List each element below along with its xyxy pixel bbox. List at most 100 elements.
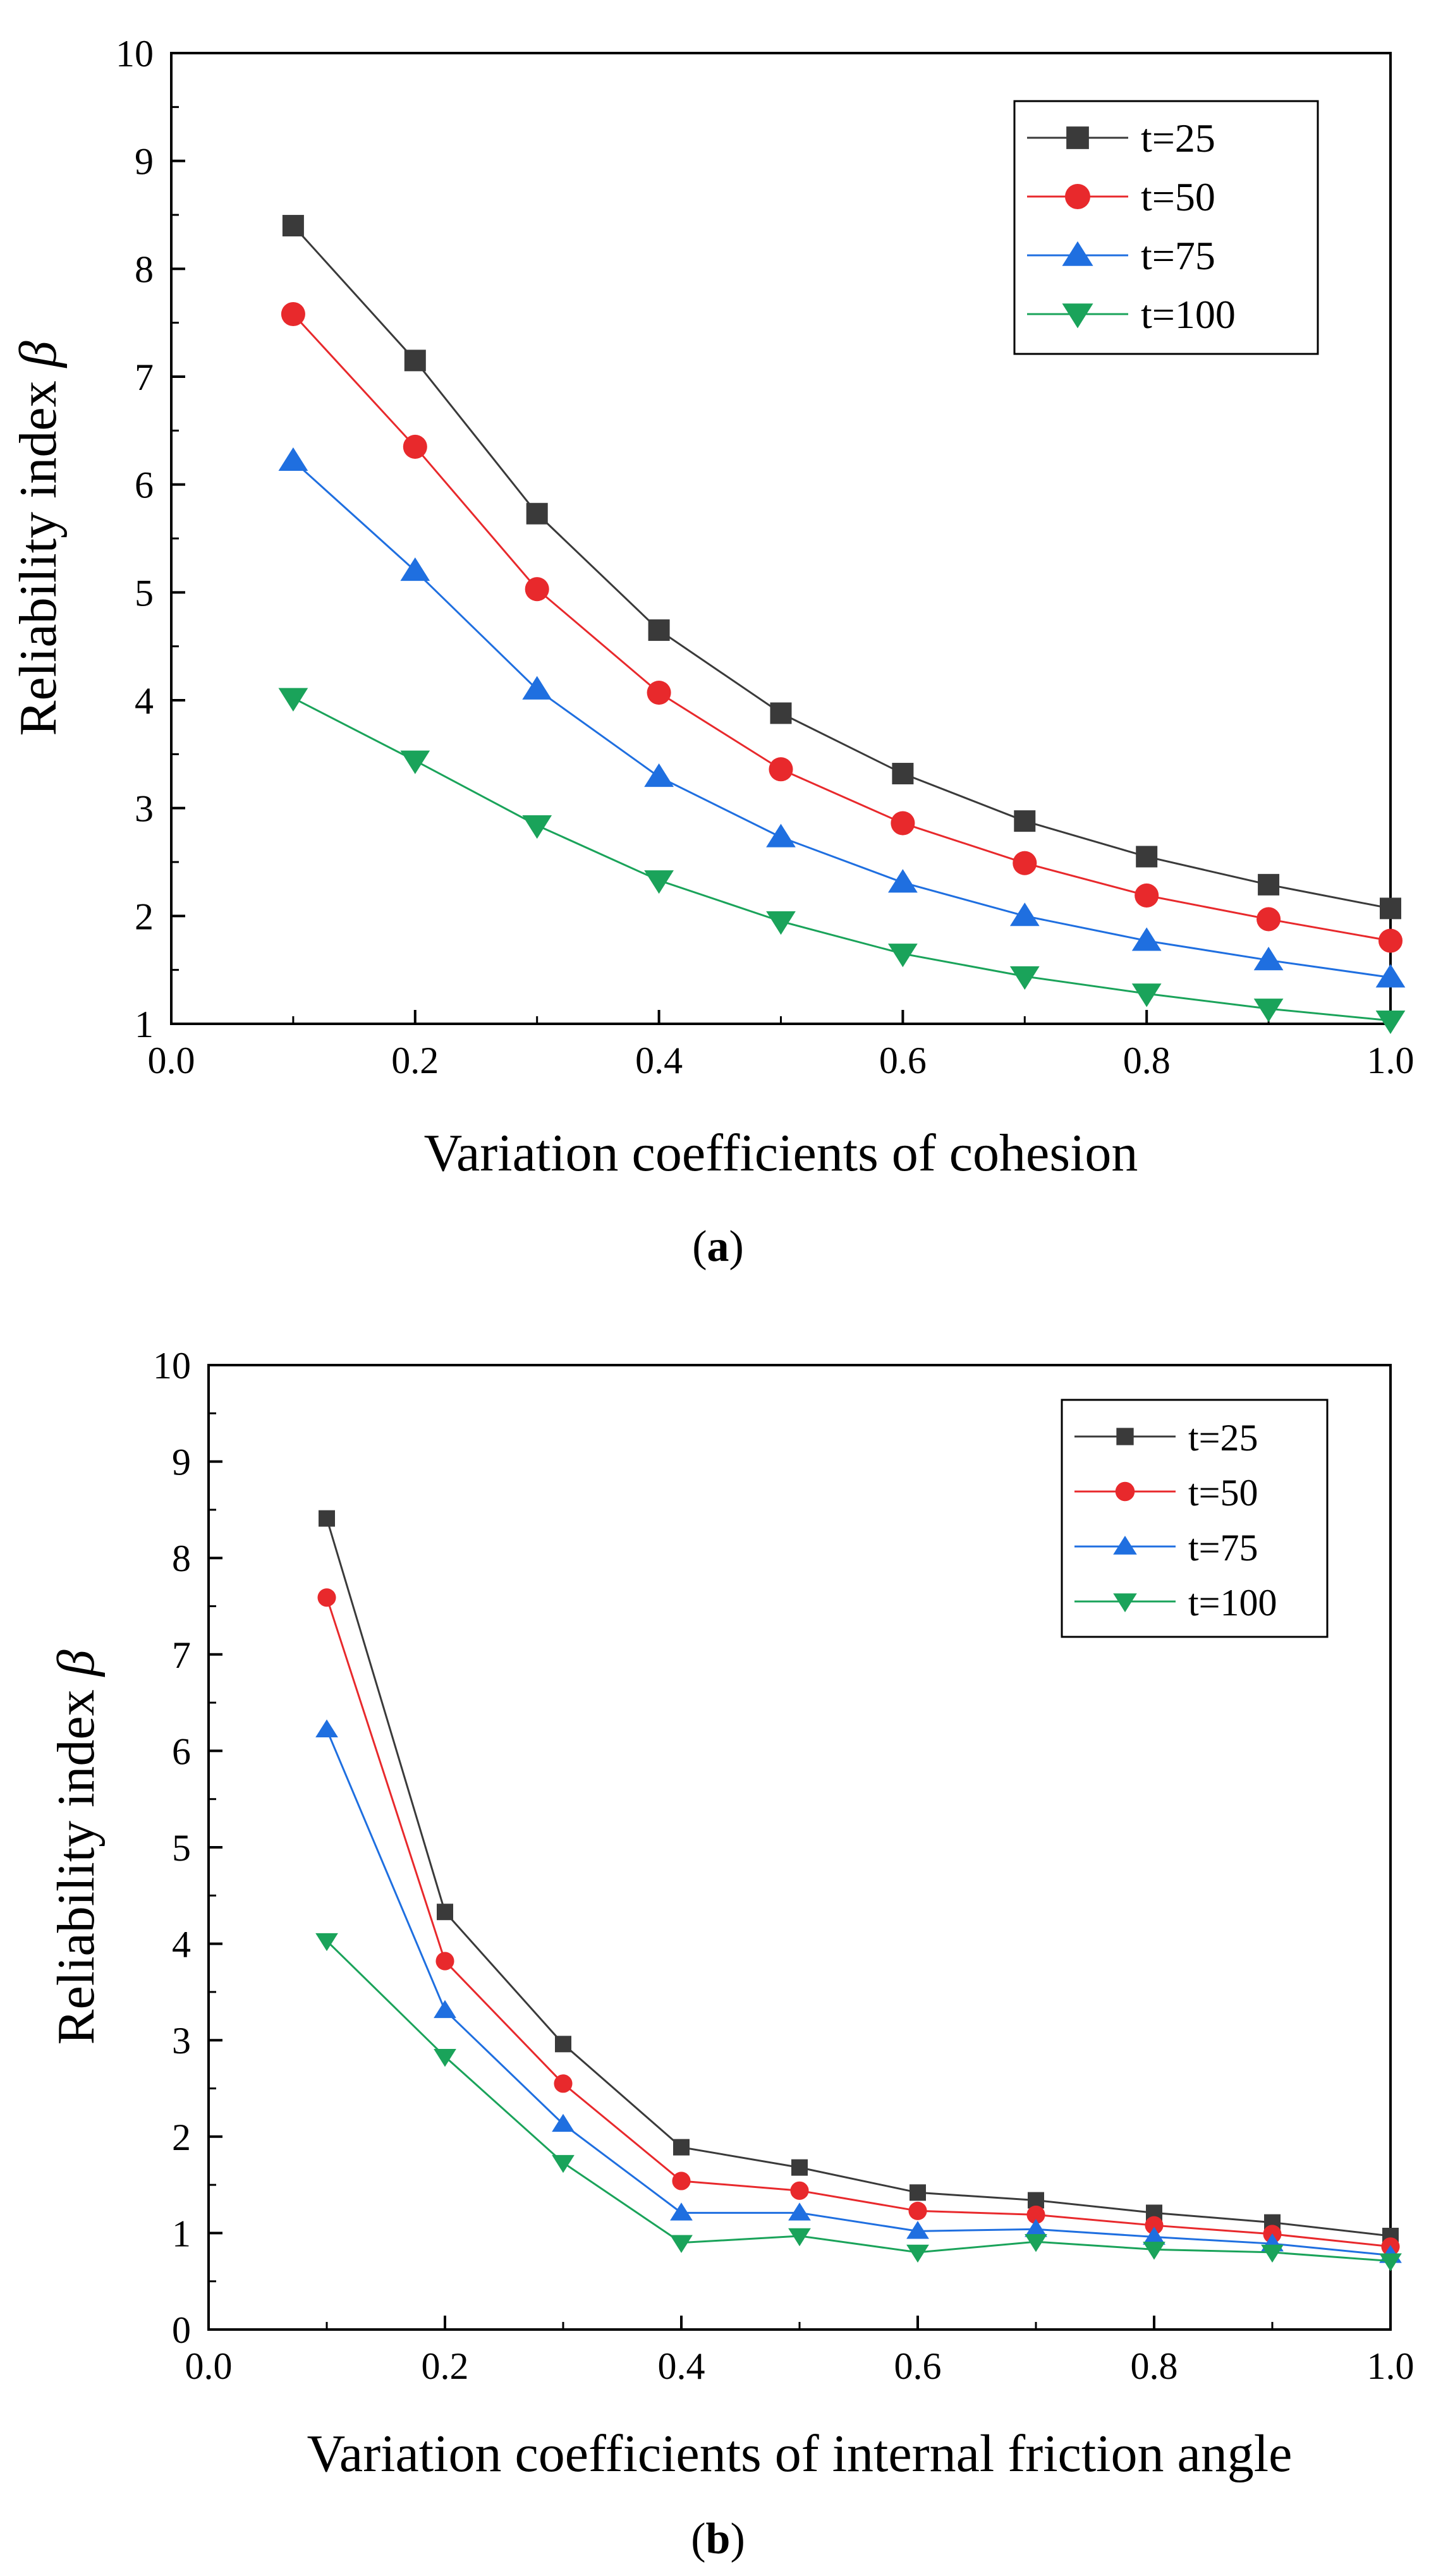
x-tick-label-b: 0.6 <box>894 2345 942 2387</box>
legend-label-t=100: t=100 <box>1188 1582 1277 1624</box>
data-point-t=50 <box>1013 851 1037 875</box>
y-axis-label-a: Reliability index β <box>9 341 68 736</box>
y-tick-label-b: 1 <box>172 2213 191 2254</box>
series-line-t=25 <box>292 225 1391 909</box>
data-point-t=75 <box>1131 927 1162 951</box>
y-tick-label-b: 4 <box>172 1924 191 1965</box>
data-point-t=75 <box>788 2202 811 2221</box>
series-line-t=50 <box>326 1597 1391 2248</box>
y-tick-label-a: 7 <box>135 356 154 398</box>
data-point-t=75 <box>1375 964 1406 988</box>
legend-marker-t=25 <box>1116 1428 1134 1445</box>
x-tick-label-a: 0.0 <box>148 1040 195 1081</box>
series-line-t=100 <box>326 1940 1391 2263</box>
y-tick-label-b: 3 <box>172 2020 191 2062</box>
y-tick-label-a: 1 <box>135 1004 154 1045</box>
data-point-t=75 <box>670 2202 693 2221</box>
y-tick-label-a: 10 <box>116 33 154 75</box>
data-point-t=100 <box>522 815 552 839</box>
data-point-t=50 <box>435 1952 454 1971</box>
data-point-t=75 <box>644 763 674 787</box>
data-point-t=100 <box>1253 999 1284 1023</box>
x-tick-label-b: 0.2 <box>422 2345 469 2387</box>
data-point-t=25 <box>1380 897 1401 920</box>
x-tick-label-a: 0.2 <box>391 1040 439 1081</box>
y-tick-label-b: 8 <box>172 1538 191 1579</box>
y-tick-label-b: 10 <box>153 1345 191 1387</box>
data-point-t=50 <box>647 681 671 705</box>
data-point-t=100 <box>315 1933 338 1952</box>
data-point-t=25 <box>437 1904 453 1921</box>
data-point-t=100 <box>1009 966 1040 990</box>
data-point-t=50 <box>908 2201 927 2220</box>
data-point-t=50 <box>317 1588 336 1607</box>
data-point-t=100 <box>1131 983 1162 1007</box>
legend-label-t=50: t=50 <box>1188 1472 1258 1514</box>
data-point-t=100 <box>1261 2244 1284 2263</box>
x-axis-label-b: Variation coefficients of internal frict… <box>307 2424 1293 2483</box>
data-point-t=50 <box>891 811 915 835</box>
y-axis-symbol-b: β <box>47 1649 106 1677</box>
y-tick-label-a: 8 <box>135 248 154 290</box>
data-point-t=100 <box>670 2235 693 2253</box>
legend-marker-t=25 <box>1066 126 1089 149</box>
data-point-t=100 <box>1379 2253 1402 2271</box>
panel-a-caption: (a) <box>692 1222 744 1271</box>
data-point-t=25 <box>673 2139 690 2156</box>
y-tick-label-a: 9 <box>135 141 154 183</box>
y-axis-label-b: Reliability index β <box>47 1649 106 2044</box>
data-point-t=50 <box>1378 928 1403 953</box>
legend-label-t=100: t=100 <box>1141 292 1236 337</box>
series-line-t=50 <box>292 313 1391 942</box>
y-tick-label-b: 7 <box>172 1634 191 1676</box>
legend-label-t=75: t=75 <box>1188 1527 1258 1569</box>
data-point-t=50 <box>1026 2205 1045 2224</box>
data-point-t=100 <box>906 2244 929 2263</box>
x-axis-label-a: Variation coefficients of cohesion <box>424 1124 1138 1182</box>
data-point-t=100 <box>888 944 918 968</box>
data-point-t=100 <box>1143 2242 1165 2260</box>
x-tick-label-a: 0.4 <box>635 1040 683 1081</box>
data-point-t=50 <box>672 2172 691 2190</box>
y-axis-symbol-a: β <box>9 341 68 368</box>
data-point-t=75 <box>906 2221 929 2239</box>
y-tick-label-b: 0 <box>172 2309 191 2351</box>
data-point-t=25 <box>910 2184 926 2201</box>
data-point-t=25 <box>1014 810 1036 832</box>
data-point-t=50 <box>403 434 427 459</box>
legend-label-t=75: t=75 <box>1141 233 1215 278</box>
x-tick-label-b: 0.8 <box>1131 2345 1178 2387</box>
data-point-t=75 <box>1253 947 1284 971</box>
legend-marker-t=50 <box>1065 184 1090 209</box>
legend-label-t=25: t=25 <box>1188 1417 1258 1459</box>
x-tick-label-a: 1.0 <box>1367 1040 1415 1081</box>
data-point-t=75 <box>766 823 796 848</box>
x-tick-label-a: 0.8 <box>1123 1040 1171 1081</box>
data-point-t=25 <box>319 1510 335 1527</box>
legend-box-a <box>1013 100 1319 355</box>
data-point-t=100 <box>766 911 796 935</box>
data-point-t=100 <box>644 870 674 894</box>
legend-label-t=25: t=25 <box>1141 116 1215 161</box>
data-point-t=25 <box>1136 846 1158 868</box>
x-tick-label-a: 0.6 <box>879 1040 927 1081</box>
x-tick-label-b: 0.4 <box>658 2345 705 2387</box>
legend-marker-t=75 <box>1113 1535 1137 1555</box>
data-point-t=25 <box>526 502 548 525</box>
data-point-t=50 <box>1256 907 1281 932</box>
panel-b-caption: (b) <box>691 2515 745 2563</box>
legend-marker-t=100 <box>1062 303 1093 329</box>
legend-marker-t=50 <box>1115 1481 1135 1502</box>
y-tick-label-a: 3 <box>135 788 154 830</box>
data-point-t=75 <box>400 557 430 581</box>
legend-marker-t=100 <box>1113 1593 1137 1613</box>
data-point-t=25 <box>791 2159 808 2176</box>
chart-panel-a: 0.0 0.2 0.4 0.6 0.8 1.0 1 2 3 4 5 6 7 8 9 10 Variation c… <box>9 33 1415 1182</box>
legend-marker-t=75 <box>1062 241 1093 266</box>
data-point-t=25 <box>648 619 670 641</box>
y-tick-label-a: 6 <box>135 465 154 506</box>
y-tick-label-a: 5 <box>135 572 154 614</box>
data-point-t=100 <box>278 688 308 712</box>
series-line-t=75 <box>292 460 1391 979</box>
